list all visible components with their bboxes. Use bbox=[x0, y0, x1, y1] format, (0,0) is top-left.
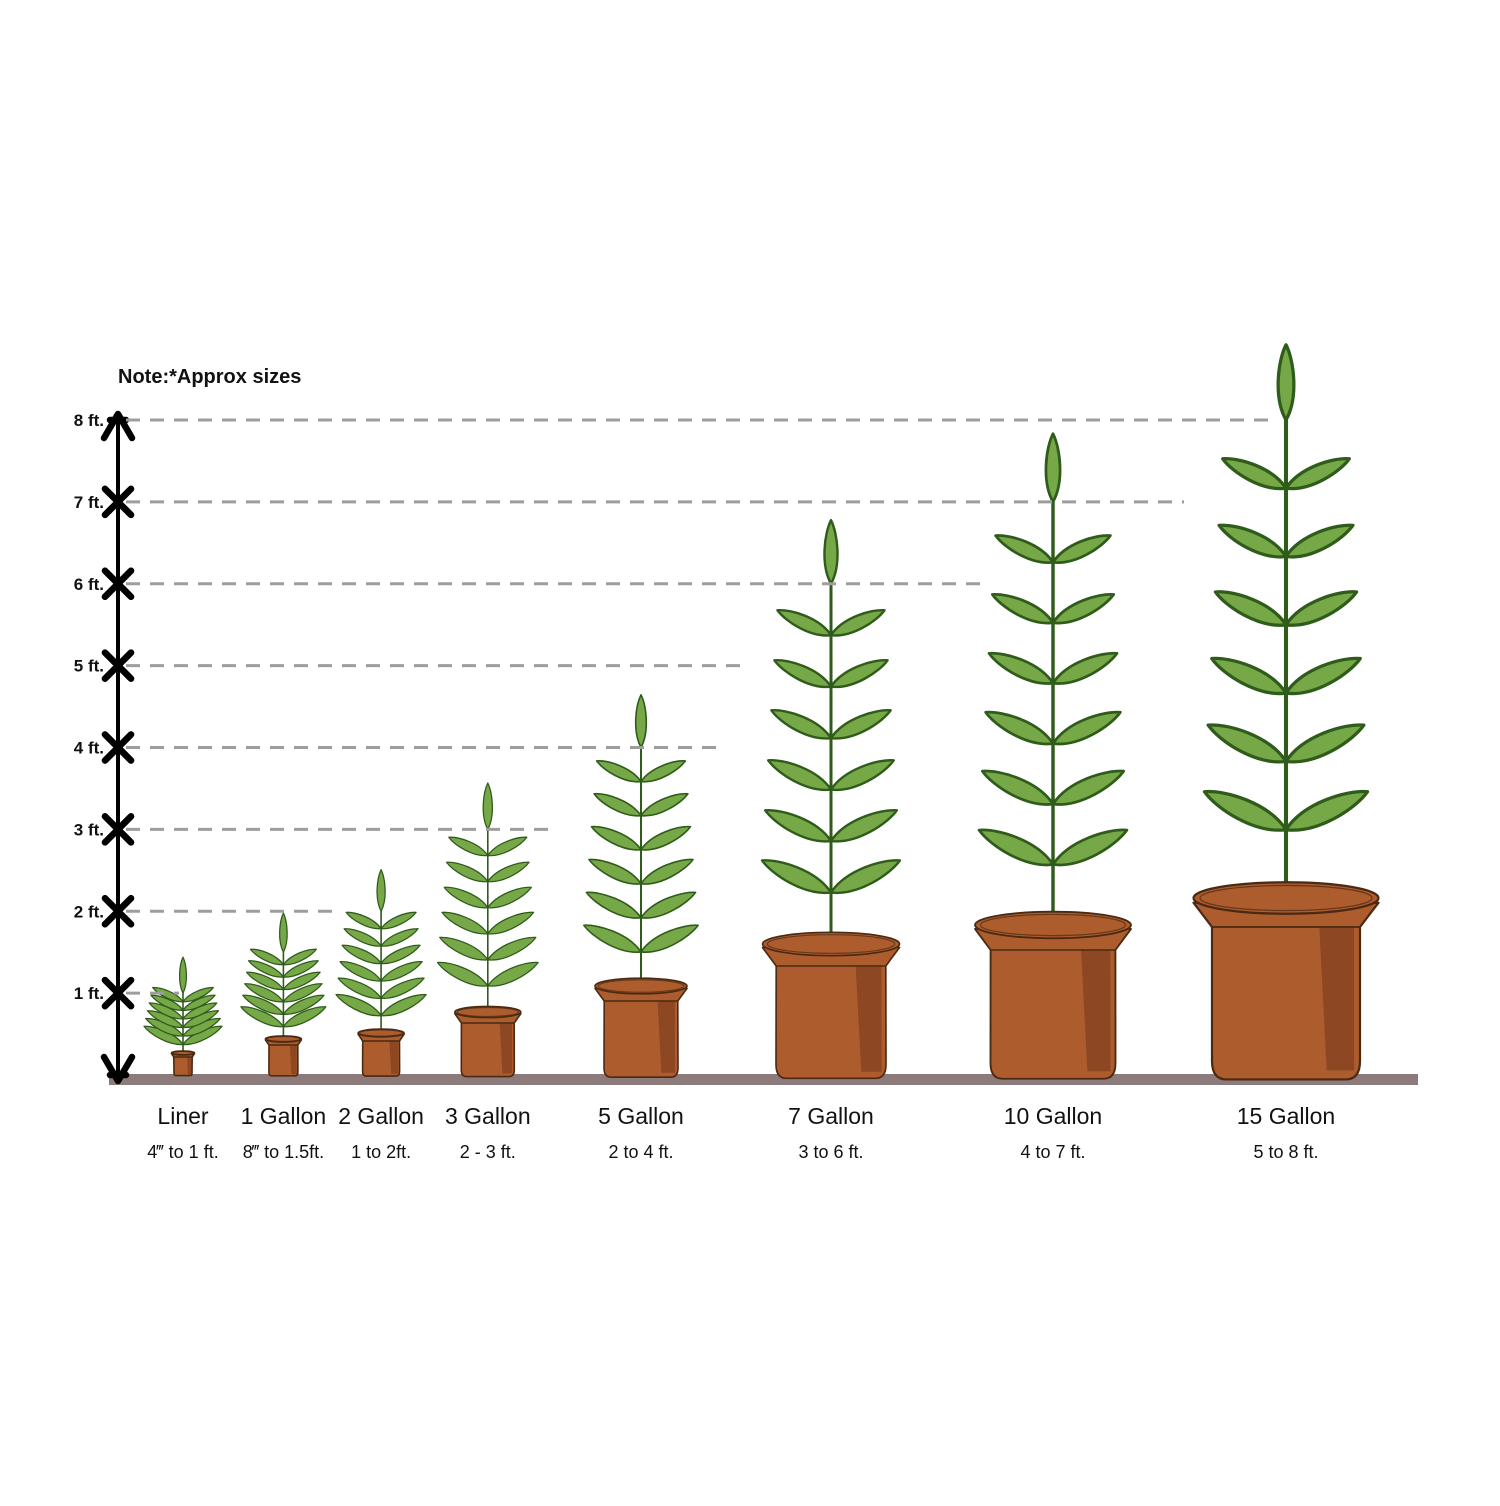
svg-text:3 ft.: 3 ft. bbox=[74, 820, 104, 839]
svg-text:5 Gallon: 5 Gallon bbox=[598, 1103, 684, 1129]
svg-text:3 to 6 ft.: 3 to 6 ft. bbox=[798, 1142, 863, 1162]
svg-text:1 to 2ft.: 1 to 2ft. bbox=[351, 1142, 411, 1162]
svg-text:5 to 8 ft.: 5 to 8 ft. bbox=[1253, 1142, 1318, 1162]
svg-text:Note:*Approx sizes: Note:*Approx sizes bbox=[118, 366, 301, 388]
svg-text:1 Gallon: 1 Gallon bbox=[241, 1103, 327, 1129]
svg-text:6 ft.: 6 ft. bbox=[74, 575, 104, 594]
svg-text:1 ft.: 1 ft. bbox=[74, 984, 104, 1003]
svg-text:Liner: Liner bbox=[157, 1103, 208, 1129]
svg-text:15 Gallon: 15 Gallon bbox=[1237, 1103, 1335, 1129]
svg-text:4 to 7 ft.: 4 to 7 ft. bbox=[1020, 1142, 1085, 1162]
svg-text:8‴ to 1.5ft.: 8‴ to 1.5ft. bbox=[243, 1142, 324, 1162]
svg-text:5 ft.: 5 ft. bbox=[74, 657, 104, 676]
svg-text:8 ft.: 8 ft. bbox=[74, 411, 104, 430]
svg-text:3 Gallon: 3 Gallon bbox=[445, 1103, 531, 1129]
svg-text:2 - 3 ft.: 2 - 3 ft. bbox=[460, 1142, 516, 1162]
svg-text:7 ft.: 7 ft. bbox=[74, 493, 104, 512]
svg-text:2 to 4 ft.: 2 to 4 ft. bbox=[608, 1142, 673, 1162]
svg-text:7 Gallon: 7 Gallon bbox=[788, 1103, 874, 1129]
svg-text:2 ft.: 2 ft. bbox=[74, 902, 104, 921]
svg-text:4‴ to 1 ft.: 4‴ to 1 ft. bbox=[147, 1142, 218, 1162]
svg-text:4 ft.: 4 ft. bbox=[74, 739, 104, 758]
svg-text:10 Gallon: 10 Gallon bbox=[1004, 1103, 1102, 1129]
svg-text:2 Gallon: 2 Gallon bbox=[338, 1103, 424, 1129]
